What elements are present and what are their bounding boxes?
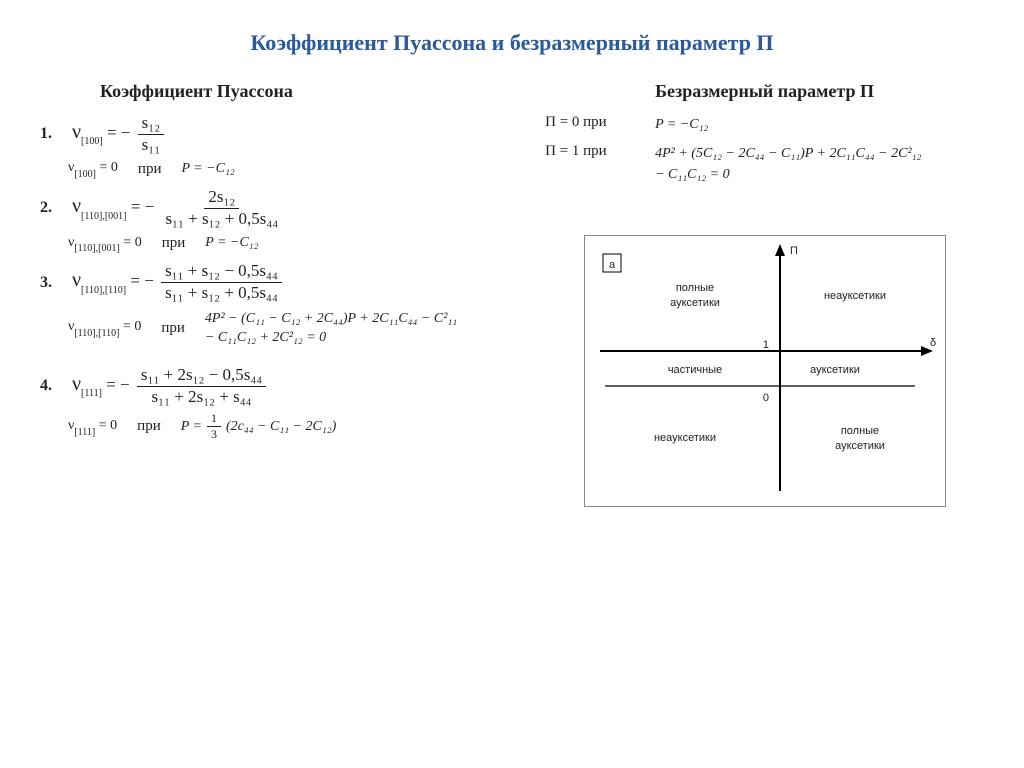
eq1-lhs: ν[100] = − s₁₂ s₁₁: [72, 114, 167, 154]
eq2-lhs: ν[110],[001] = − 2s₁₂ s₁₁ + s₁₂ + 0,5s₄₄: [72, 188, 285, 228]
mid-left: частичные: [667, 364, 721, 376]
eq3-zero-cond: ν[110],[110] = 0 при 4P² − (C₁₁ − C₁₂ + …: [68, 309, 525, 348]
eq3-number: 3.: [40, 274, 62, 292]
eq1-zero-cond: ν[100] = 0 при P = −C₁₂: [68, 160, 525, 178]
q-bl: неауксетики: [654, 432, 716, 444]
equation-2: 2. ν[110],[001] = − 2s₁₂ s₁₁ + s₁₂ + 0,5…: [40, 188, 525, 252]
q-tl-1: полные: [675, 282, 713, 294]
right-column: Безразмерный параметр П П = 0 при P = −C…: [545, 81, 984, 507]
left-column: Коэффициент Пуассона 1. ν[100] = − s₁₂ s…: [40, 81, 525, 507]
right-heading: Безразмерный параметр П: [545, 81, 984, 102]
left-heading: Коэффициент Пуассона: [40, 81, 525, 102]
eq1-number: 1.: [40, 125, 62, 143]
equation-1: 1. ν[100] = − s₁₂ s₁₁ ν[100] = 0: [40, 114, 525, 178]
q-br-1: полные: [840, 425, 878, 437]
right-equations: П = 0 при P = −C₁₂ П = 1 при 4P² + (5C₁₂…: [545, 114, 984, 185]
q-tl-2: ауксетики: [670, 297, 720, 309]
eq2-number: 2.: [40, 199, 62, 217]
tick-0: 0: [762, 392, 768, 404]
eq3-lhs: ν[110],[110] = − s₁₁ + s₁₂ − 0,5s₄₄ s₁₁ …: [72, 262, 285, 302]
r-line-1: П = 0 при P = −C₁₂: [545, 114, 984, 135]
equation-3: 3. ν[110],[110] = − s₁₁ + s₁₂ − 0,5s₄₄ s…: [40, 262, 525, 348]
eq4-number: 4.: [40, 377, 62, 395]
eq4-zero-cond: ν[111] = 0 при P = 1 3 (2c₄₄ − C₁₁ − 2C₁…: [68, 412, 525, 441]
diagram-wrap: 1 0 П δ а полные ауксетики неауксетики ч…: [545, 235, 984, 507]
q-tr: неауксетики: [824, 290, 886, 302]
x-axis-label: δ: [930, 337, 936, 349]
eq4-lhs: ν[111] = − s₁₁ + 2s₁₂ − 0,5s₄₄ s₁₁ + 2s₁…: [72, 366, 269, 406]
page-title: Коэффициент Пуассона и безразмерный пара…: [40, 30, 984, 56]
box-label: а: [608, 259, 615, 271]
r-line-2: П = 1 при 4P² + (5C₁₂ − 2C₄₄ − C₁₁)P + 2…: [545, 143, 984, 185]
equation-4: 4. ν[111] = − s₁₁ + 2s₁₂ − 0,5s₄₄ s₁₁ + …: [40, 366, 525, 442]
mid-right: ауксетики: [810, 364, 860, 376]
q-br-2: ауксетики: [835, 440, 885, 452]
y-axis-label: П: [790, 245, 798, 257]
tick-1: 1: [762, 339, 768, 351]
eq2-zero-cond: ν[110],[001] = 0 при P = −C₁₂: [68, 235, 525, 253]
auxetic-diagram: 1 0 П δ а полные ауксетики неауксетики ч…: [584, 235, 946, 507]
